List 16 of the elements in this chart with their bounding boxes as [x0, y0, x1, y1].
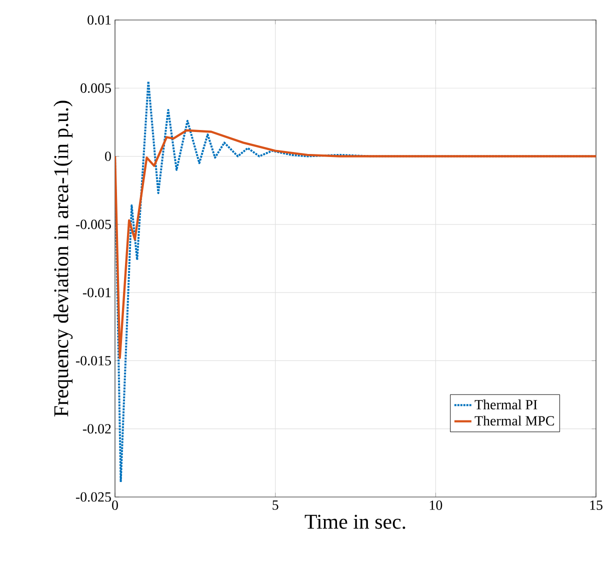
x-tick-label: 0 [112, 500, 118, 510]
y-tick-label: 0 [105, 152, 111, 161]
y-tick-label: -0.025 [76, 492, 111, 502]
x-tick-label: 10 [430, 500, 442, 510]
y-tick-label: -0.02 [82, 424, 111, 434]
y-tick-label: 0.005 [80, 83, 111, 93]
legend-label: Thermal MPC [474, 416, 554, 426]
y-axis-title: Frequency deviation in area-1(in p.u.) [54, 100, 73, 416]
y-tick-label: 0.01 [88, 15, 111, 25]
y-tick-label: -0.005 [76, 220, 111, 230]
x-axis-title: Time in sec. [304, 514, 406, 529]
y-tick-label: -0.015 [76, 356, 111, 366]
legend-label: Thermal PI [474, 400, 538, 410]
y-tick-label: -0.01 [82, 288, 111, 298]
x-tick-label: 5 [272, 500, 278, 510]
x-tick-label: 15 [590, 500, 602, 510]
